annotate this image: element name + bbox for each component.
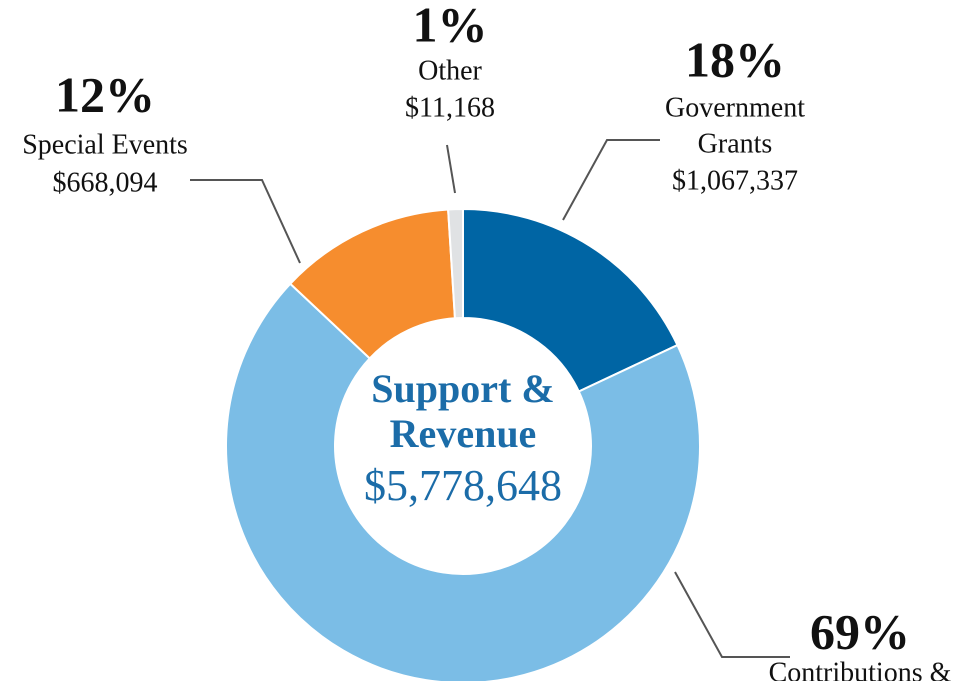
leader-line	[190, 179, 301, 264]
category-label: Grants	[698, 128, 773, 159]
center-value: $5,778,648	[364, 461, 562, 510]
percent-label: 69%	[810, 603, 910, 659]
center-label: Revenue	[390, 411, 537, 456]
donut-slice	[447, 207, 464, 320]
percent-label: 1%	[413, 0, 488, 52]
amount-label: $1,067,337	[672, 165, 798, 196]
amount-label: $11,168	[405, 92, 495, 123]
leader-line	[446, 144, 456, 194]
percent-label: 12%	[55, 66, 155, 122]
category-label: Other	[418, 55, 482, 86]
leader-line	[674, 571, 790, 658]
leader-line	[562, 139, 660, 221]
percent-label: 18%	[685, 31, 785, 87]
category-label: Contributions &	[769, 657, 952, 681]
donut-slice	[225, 282, 701, 681]
category-label: Special Events	[22, 129, 188, 160]
center-label: Support &	[371, 366, 554, 411]
donut-slice	[462, 207, 679, 393]
category-label: Government	[665, 92, 805, 123]
amount-label: $668,094	[53, 167, 158, 198]
